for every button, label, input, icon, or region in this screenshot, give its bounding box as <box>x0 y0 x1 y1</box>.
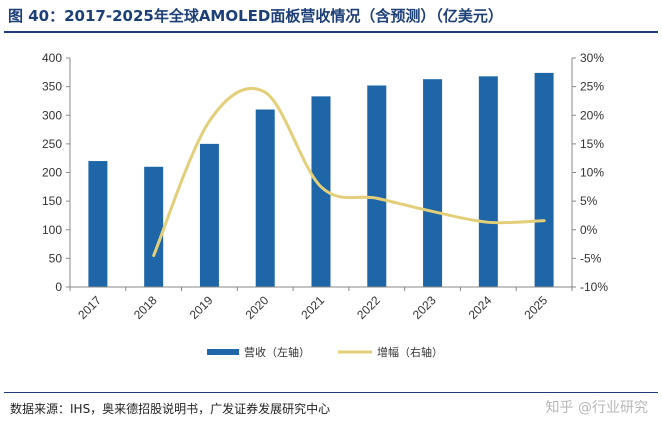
right-tick-label: 5% <box>580 194 598 208</box>
source-rule <box>4 392 658 393</box>
x-tick-label-2019: 2019 <box>187 293 216 322</box>
bar-2024 <box>478 76 498 287</box>
left-tick-label: 400 <box>42 51 62 65</box>
legend: 营收（左轴） 增幅（右轴） <box>207 345 443 359</box>
left-tick-label: 0 <box>55 280 62 294</box>
growth-point-2022 <box>375 197 378 200</box>
legend-swatch-revenue <box>207 349 239 355</box>
x-tick-label-2021: 2021 <box>298 293 327 322</box>
right-tick-label: 15% <box>580 137 604 151</box>
left-tick-label: 300 <box>42 108 62 122</box>
bar-2018 <box>144 166 164 287</box>
left-tick-label: 100 <box>42 223 62 237</box>
chart-title: 图 40：2017-2025年全球AMOLED面板营收情况（含预测）（亿美元） <box>8 7 503 25</box>
bar-2020 <box>255 109 275 288</box>
right-tick-label: -10% <box>580 280 608 294</box>
right-tick-label: 0% <box>580 223 598 237</box>
left-tick-label: 350 <box>42 80 62 94</box>
bar-2017 <box>88 161 108 287</box>
left-tick-label: 150 <box>42 194 62 208</box>
growth-point-2023 <box>431 210 434 213</box>
x-tick-label-2024: 2024 <box>466 293 495 322</box>
right-tick-label: 25% <box>580 80 604 94</box>
bar-2019 <box>199 143 219 287</box>
x-tick-label-2020: 2020 <box>243 293 272 322</box>
bar-2021 <box>311 96 331 287</box>
right-tick-label: 20% <box>580 108 604 122</box>
growth-point-2020 <box>264 91 267 94</box>
growth-point-2018 <box>152 254 155 257</box>
bar-2023 <box>423 79 443 287</box>
growth-line <box>152 86 546 258</box>
x-tick-label-2018: 2018 <box>131 293 160 322</box>
chart: 0 50 100 150 200 250 300 350 400 -10% -5% 0% 5% 10% 1… <box>42 51 608 359</box>
left-tick-label: 250 <box>42 137 62 151</box>
growth-point-2021 <box>320 186 322 188</box>
left-axis: 0 50 100 150 200 250 300 350 400 <box>42 51 71 294</box>
x-tick-label-2022: 2022 <box>354 293 383 322</box>
left-tick-label: 200 <box>42 166 62 180</box>
x-tick-label-2023: 2023 <box>410 293 439 322</box>
right-axis: -10% -5% 0% 5% 10% 15% 20% 25% 30% <box>571 51 608 294</box>
x-tick-label-2017: 2017 <box>75 293 104 322</box>
left-tick-label: 50 <box>49 251 63 265</box>
bars <box>88 72 554 288</box>
legend-label-growth: 增幅（右轴） <box>377 345 443 359</box>
growth-point-2019 <box>208 120 211 122</box>
growth-point-2024 <box>487 221 490 224</box>
right-tick-label: -5% <box>580 251 602 265</box>
legend-label-revenue: 营收（左轴） <box>244 345 310 359</box>
right-tick-label: 10% <box>580 166 604 180</box>
x-axis: 2017 2018 2019 2020 2021 2022 2023 2024 2025 <box>69 286 573 322</box>
right-tick-label: 30% <box>580 51 604 65</box>
watermark: 知乎 @行业研究 <box>545 400 648 416</box>
growth-point-2025 <box>543 219 545 222</box>
bar-2025 <box>534 72 554 287</box>
title-rule <box>4 31 658 33</box>
x-tick-label-2025: 2025 <box>521 293 550 322</box>
source-note: 数据来源：IHS，奥来德招股说明书，广发证券发展研究中心 <box>10 402 331 416</box>
bar-2022 <box>367 85 387 287</box>
